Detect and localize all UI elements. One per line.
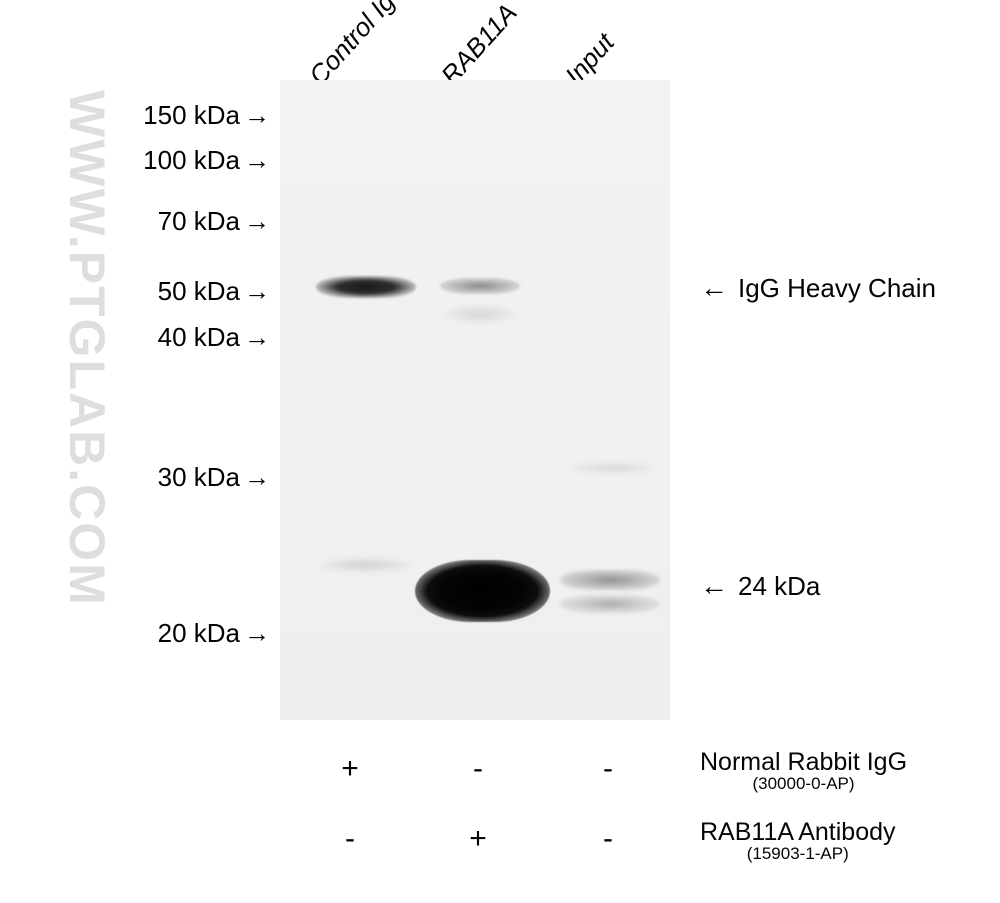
- marker-label: 20 kDa: [158, 618, 240, 648]
- legend-title: RAB11A Antibody: [700, 818, 896, 846]
- marker-label: 30 kDa: [158, 462, 240, 492]
- marker-label: 50 kDa: [158, 276, 240, 306]
- legend-rab11a-antibody: RAB11A Antibody (15903-1-AP): [700, 820, 896, 862]
- marker-40kda: 40 kDa→: [158, 322, 270, 353]
- pm-row1-lane1: +: [335, 752, 365, 786]
- arrow-right-icon: →: [244, 145, 270, 175]
- band-faint-lane1-24kda: [320, 558, 410, 572]
- marker-label: 150 kDa: [143, 100, 240, 130]
- marker-20kda: 20 kDa→: [158, 618, 270, 649]
- band-input-lane3-24kda-lower: [560, 595, 660, 613]
- annotation-igg-heavy-chain: ← IgG Heavy Chain: [700, 272, 936, 304]
- pm-row1-lane3: -: [593, 752, 623, 786]
- marker-100kda: 100 kDa→: [143, 145, 270, 176]
- arrow-left-icon: ←: [700, 570, 728, 602]
- band-smear-lane2: [445, 305, 515, 323]
- legend-title: Normal Rabbit IgG: [700, 748, 907, 776]
- marker-label: 40 kDa: [158, 322, 240, 352]
- arrow-left-icon: ←: [700, 272, 728, 304]
- marker-50kda: 50 kDa→: [158, 276, 270, 307]
- legend-normal-rabbit-igg: Normal Rabbit IgG (30000-0-AP): [700, 750, 907, 792]
- band-igg-heavy-chain-lane1: [316, 276, 416, 298]
- annotation-label: 24 kDa: [738, 571, 820, 602]
- blot-background: [280, 80, 670, 720]
- blot-membrane: [280, 80, 670, 720]
- arrow-right-icon: →: [244, 206, 270, 236]
- band-input-lane3-24kda-upper: [560, 570, 660, 590]
- figure-canvas: WWW.PTGLAB.COM Control IgG RAB11A Input …: [0, 0, 1000, 903]
- pm-row2-lane3: -: [593, 822, 623, 856]
- arrow-right-icon: →: [244, 322, 270, 352]
- band-main-rab11a-lane2-24kda: [415, 560, 550, 622]
- arrow-right-icon: →: [244, 462, 270, 492]
- legend-sub: (15903-1-AP): [700, 845, 896, 862]
- marker-label: 70 kDa: [158, 206, 240, 236]
- marker-30kda: 30 kDa→: [158, 462, 270, 493]
- marker-label: 100 kDa: [143, 145, 240, 175]
- lane-header-rab11a: RAB11A: [435, 0, 523, 91]
- watermark-text: WWW.PTGLAB.COM: [58, 90, 116, 607]
- arrow-right-icon: →: [244, 618, 270, 648]
- pm-row1-lane2: -: [463, 752, 493, 786]
- pm-row2-lane1: -: [335, 822, 365, 856]
- marker-150kda: 150 kDa→: [143, 100, 270, 131]
- arrow-right-icon: →: [244, 100, 270, 130]
- marker-70kda: 70 kDa→: [158, 206, 270, 237]
- lane-header-control-igg: Control IgG: [303, 0, 415, 91]
- band-igg-heavy-chain-lane2: [440, 278, 520, 294]
- annotation-label: IgG Heavy Chain: [738, 273, 936, 304]
- band-faint-lane3-33kda: [570, 462, 655, 474]
- legend-sub: (30000-0-AP): [700, 775, 907, 792]
- pm-row2-lane2: +: [463, 822, 493, 856]
- arrow-right-icon: →: [244, 276, 270, 306]
- annotation-24kda: ← 24 kDa: [700, 570, 820, 602]
